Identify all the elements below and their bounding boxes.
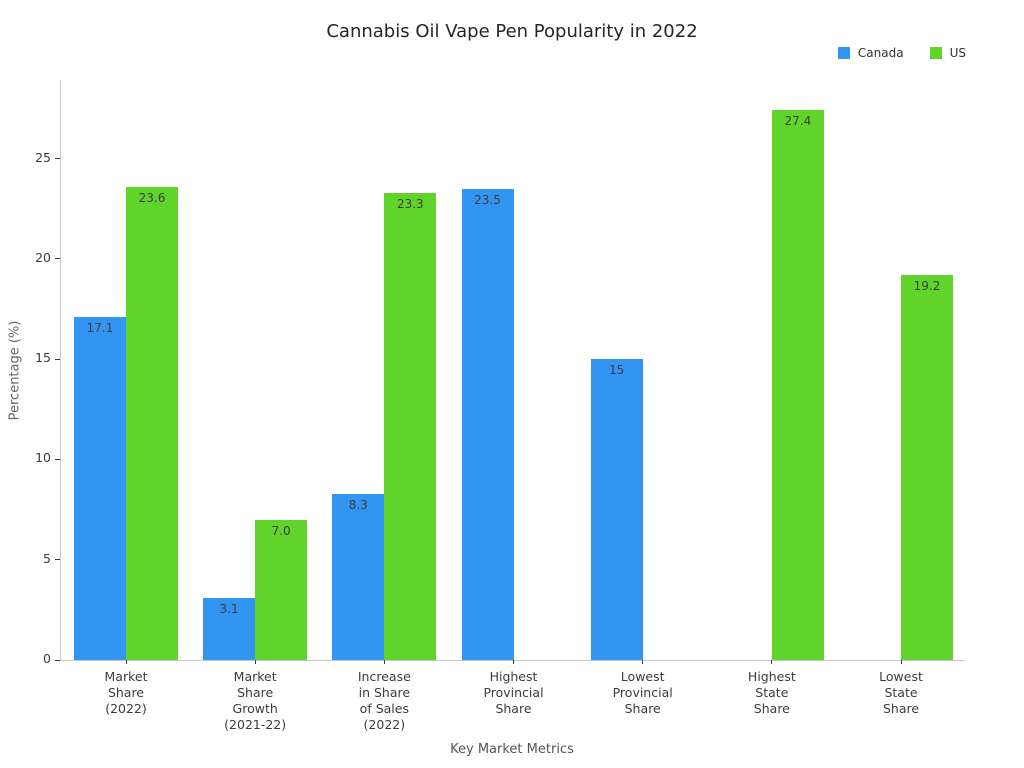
y-tick-label: 0 (43, 651, 51, 666)
x-tick-mark (513, 660, 514, 664)
y-tick-mark (55, 358, 60, 360)
legend-item-us: US (929, 46, 966, 60)
bar-canada (203, 597, 256, 660)
x-category-label: Increase in Share of Sales (2022) (357, 669, 411, 732)
x-tick-mark (900, 660, 902, 664)
bar-us (255, 519, 308, 660)
y-tick-label: 10 (35, 450, 51, 466)
y-tick-label: 25 (35, 149, 51, 165)
bar-canada (74, 316, 126, 660)
bar-value-label: 15 (609, 363, 625, 378)
bar-value-label: 8.3 (348, 497, 368, 512)
y-axis-label: Percentage (%) (7, 320, 23, 420)
x-tick-mark (254, 660, 256, 664)
bar-value-label: 19.2 (913, 278, 941, 293)
bar-us (126, 186, 178, 660)
bar-value-label: 3.1 (219, 601, 239, 616)
x-category-label: Highest State Share (747, 669, 796, 716)
x-tick-mark (771, 660, 773, 664)
bar-canada (590, 359, 643, 660)
bar-value-label: 7.0 (271, 523, 291, 538)
x-category-label: Highest Provincial Share (483, 669, 544, 716)
x-category-label: Market Share Growth (2021-22) (224, 669, 287, 732)
y-tick-label: 15 (35, 350, 51, 366)
y-tick-label: 5 (43, 550, 51, 566)
legend-item-canada: Canada (837, 46, 904, 60)
x-tick-mark (125, 660, 127, 664)
bar-us (901, 274, 954, 660)
x-category-label: Lowest State Share (879, 669, 923, 716)
canada-legend-label: Canada (857, 46, 904, 60)
us-legend-swatch (929, 47, 942, 59)
bar-value-label: 17.1 (86, 320, 114, 335)
y-tick-mark (55, 158, 60, 159)
x-tick-mark (642, 660, 644, 664)
bar-value-label: 23.6 (138, 190, 166, 205)
bar-us (384, 192, 437, 660)
plot-area: 0 5 10 15 20 25 Market Share (2022) 17.1 23.6 Mar… (35, 80, 965, 732)
y-tick-mark (55, 458, 60, 460)
y-axis-label-wrap: Percentage (%) (2, 80, 28, 660)
bar-value-label: 27.4 (784, 114, 812, 129)
chart-title: Cannabis Oil Vape Pen Popularity in 2022 (326, 21, 698, 42)
y-tick-label: 20 (35, 249, 51, 265)
x-category-label: Market Share (2022) (104, 669, 148, 716)
x-category-label: Lowest Provincial Share (612, 669, 673, 716)
bar-value-label: 23.5 (474, 192, 501, 207)
legend: Canada US (837, 46, 966, 60)
y-tick-mark (55, 659, 60, 661)
bar-canada (332, 493, 385, 660)
bar-us (771, 110, 824, 660)
bar-value-label: 23.3 (396, 196, 424, 211)
x-axis-label: Key Market Metrics (450, 742, 574, 757)
y-tick-mark (55, 559, 60, 561)
bar-canada (461, 188, 514, 660)
y-tick-mark (55, 258, 60, 260)
canada-legend-swatch (837, 47, 850, 59)
x-tick-mark (383, 660, 385, 664)
us-legend-label: US (949, 46, 966, 60)
